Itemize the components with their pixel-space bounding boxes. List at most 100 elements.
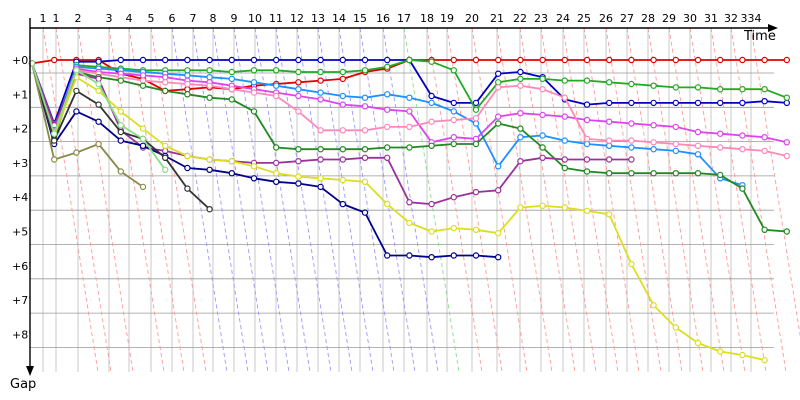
data-point [650,56,657,64]
data-point [672,169,680,177]
data-point [472,115,480,122]
data-point [539,85,546,93]
data-point [428,254,435,261]
data-point [561,164,569,172]
x-tick-label: 15 [353,12,367,25]
data-point [495,113,502,120]
data-point [228,169,235,177]
lap-line [403,27,460,373]
lap-line [233,27,290,373]
x-tick-label: 20 [465,12,479,25]
x-tick-label: 4 [126,12,133,25]
data-point [339,127,346,134]
x-tick-label: 2 [75,12,82,25]
y-tick-label: +0' [12,54,31,67]
data-point [672,324,680,331]
data-point [250,163,258,170]
data-point [472,120,480,127]
data-point [495,79,502,86]
data-point [783,94,791,101]
data-point [606,137,613,144]
data-point [95,75,102,83]
x-tick-label: 29 [662,12,676,25]
data-point [472,252,480,259]
data-point [273,56,280,64]
data-point [428,228,435,235]
data-point [139,125,147,132]
data-point [250,175,258,182]
lap-line [296,27,353,373]
data-point [317,183,324,191]
y-axis-title: Gap [10,377,36,392]
x-tick-label: 30 [683,12,697,25]
data-point [339,101,346,108]
data-point [95,80,102,88]
data-point [650,169,657,177]
data-point [761,56,768,64]
x-tick-label: 23 [534,12,548,25]
data-point [250,67,258,74]
x-tick-label: 1 [40,12,47,25]
data-point [717,130,724,137]
data-point [206,94,213,101]
data-point [561,94,569,101]
data-point [495,84,502,91]
data-point [450,140,457,148]
lap-line [338,27,395,373]
data-point [628,80,635,88]
data-point [384,56,391,64]
data-point [517,204,524,211]
data-point [561,204,569,211]
data-point [161,142,169,149]
lap-line [42,27,99,373]
data-point [739,99,746,107]
x-tick-label: 32 [724,12,738,25]
data-point [295,68,302,76]
data-point [495,254,502,261]
lap-line [55,27,112,373]
data-point [184,164,191,172]
lap-line [317,27,374,373]
lap-line [647,27,704,373]
data-point [406,94,413,101]
data-point [517,68,524,76]
data-point [73,67,80,74]
data-point [384,144,391,151]
x-tick-label: 31 [704,12,718,25]
series-line [31,63,765,361]
data-point [694,142,702,149]
data-point [361,145,369,153]
data-point [250,56,258,64]
lap-line [150,27,207,373]
data-point [694,169,702,177]
data-point [117,128,125,136]
data-point [694,151,702,158]
data-point [317,145,324,153]
data-point [539,132,546,139]
data-point [761,147,768,155]
data-point [184,185,191,192]
data-point [650,121,657,129]
data-point [339,56,346,64]
data-point [317,56,324,64]
data-point [783,152,791,160]
data-point [606,99,613,107]
data-point [273,82,280,89]
y-tick-label: +7' [12,294,31,307]
data-point [495,187,502,194]
data-point [739,132,746,139]
data-point [51,156,58,163]
data-point [450,56,457,64]
data-point [406,144,413,151]
data-point [295,180,302,187]
data-point [583,56,591,64]
data-point [694,84,702,91]
data-point [406,199,413,206]
data-point [273,92,280,100]
data-point [739,185,746,192]
x-tick-label: 6 [169,12,176,25]
data-point [628,260,635,268]
data-point [495,56,502,64]
data-point [117,56,125,64]
data-point [206,67,213,74]
